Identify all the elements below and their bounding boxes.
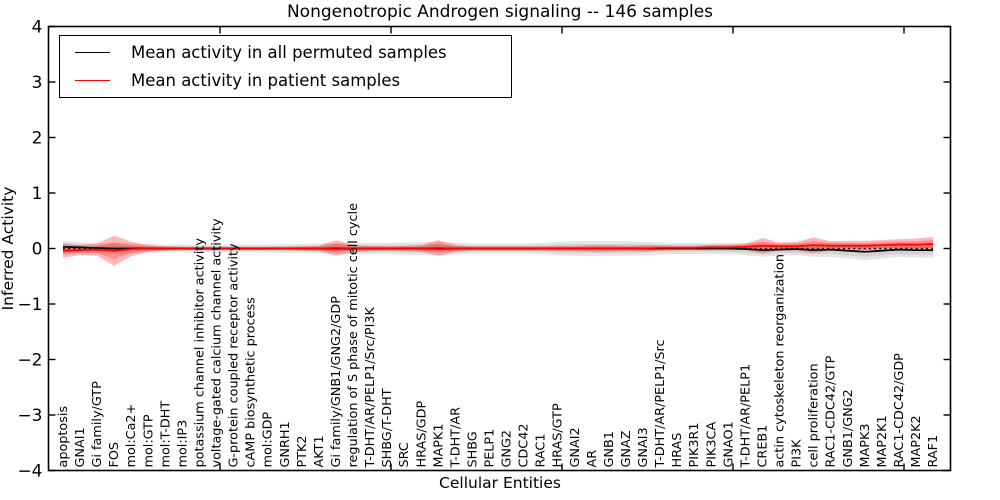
permuted-band-outer [63, 240, 934, 261]
x-category-label: HRAS/GTP [551, 403, 566, 467]
x-category-label: mol:T-DHT [158, 401, 173, 468]
x-category-label: RAF1 [926, 435, 941, 468]
x-category-label: GNRH1 [278, 421, 293, 467]
patient-band-outer [63, 235, 934, 266]
x-category-label: GNB1/GNG2 [841, 389, 856, 467]
x-category-label: mol:Ca2+ [124, 404, 139, 468]
y-tick-label: −3 [17, 406, 42, 426]
legend-entry-patient: Mean activity in patient samples [60, 67, 511, 93]
x-category-label: potassium channel inhibitor activity [192, 238, 207, 468]
x-category-label: voltage-gated calcium channel activity [210, 218, 225, 467]
x-category-label: CDC42 [517, 423, 532, 467]
patient-band-inner [63, 240, 934, 259]
x-category-label: MAP2K2 [909, 415, 924, 467]
chart-title: Nongenotropic Androgen signaling -- 146 … [286, 2, 714, 22]
y-tick-label: 3 [32, 73, 43, 93]
x-category-label: RAC1-CDC42/GTP [824, 355, 839, 467]
x-category-label: SHBG [465, 431, 480, 467]
x-category-label: SHBG/T-DHT [380, 388, 395, 467]
y-tick-label: 0 [32, 240, 43, 260]
x-category-label: GNAI3 [636, 427, 651, 467]
x-category-label: T-DHT/AR [448, 407, 463, 469]
x-category-label: GNG2 [500, 430, 515, 468]
y-tick-label: −1 [17, 295, 42, 315]
x-category-label: T-DHT/AR/PELP1/Src [653, 339, 668, 468]
x-category-label: mol:GDP [261, 412, 276, 468]
x-category-label: AR [585, 450, 600, 468]
x-category-label: MAP2K1 [875, 415, 890, 467]
x-category-label: PI3K [790, 439, 805, 468]
legend-line-sample-red [75, 79, 110, 81]
x-category-label: actin cytoskeleton reorganization [773, 254, 788, 467]
x-category-label: T-DHT/AR/PELP1/Src/PI3K [363, 306, 378, 468]
x-category-label: apoptosis [56, 406, 71, 468]
x-axis-label: Cellular Entities [439, 474, 561, 492]
x-category-label: MAPK1 [431, 423, 446, 467]
x-category-label: cell proliferation [807, 363, 822, 467]
y-axis-label: Inferred Activity [0, 187, 17, 311]
x-category-label: HRAS [670, 433, 685, 468]
x-category-label: PELP1 [483, 429, 498, 468]
x-category-label: regulation of S phase of mitotic cell cy… [346, 203, 361, 468]
y-tick-label: 1 [32, 184, 43, 204]
x-category-label: GNAZ [619, 430, 634, 467]
y-tick-label: −2 [17, 351, 42, 371]
x-category-label: GNAI2 [568, 427, 583, 467]
x-category-label: RAC1-CDC42/GDP [892, 353, 907, 468]
x-category-label: GNB1 [602, 431, 617, 467]
x-category-label: GNAO1 [721, 421, 736, 467]
x-category-label: GNAI1 [73, 427, 88, 467]
legend-entry-permuted: Mean activity in all permuted samples [60, 40, 511, 66]
x-category-label: PIK3CA [704, 422, 719, 468]
patient-mean-line [62, 243, 934, 252]
x-category-label: cAMP biosynthetic process [244, 297, 259, 468]
legend: Mean activity in all permuted samples Me… [59, 35, 512, 98]
x-category-label: MAPK3 [858, 423, 873, 467]
y-tick-label: −4 [17, 462, 42, 482]
x-category-label: Gi family/GTP [90, 381, 105, 468]
x-category-label: T-DHT/AR/PELP1 [738, 364, 753, 469]
x-category-label: G-protein coupled receptor activity [227, 243, 242, 467]
x-category-label: Gi family/GNB1/GNG2/GDP [329, 296, 344, 468]
x-category-label: CREB1 [755, 425, 770, 468]
legend-label: Mean activity in all permuted samples [131, 43, 447, 63]
x-category-label: PIK3R1 [687, 422, 702, 467]
x-category-label: SRC [397, 442, 412, 467]
x-category-label: RAC1 [534, 434, 549, 468]
legend-label: Mean activity in patient samples [131, 70, 401, 90]
y-tick-label: 4 [32, 18, 43, 38]
x-category-label: PTK2 [295, 435, 310, 467]
x-category-label: mol:IP3 [175, 420, 190, 468]
x-category-label: AKT1 [312, 435, 327, 467]
x-category-label: FOS [107, 442, 122, 468]
x-category-label: mol:GTP [141, 414, 156, 467]
legend-line-sample-black [75, 52, 110, 54]
y-tick-label: 2 [32, 129, 43, 149]
x-category-label: HRAS/GDP [414, 401, 429, 468]
